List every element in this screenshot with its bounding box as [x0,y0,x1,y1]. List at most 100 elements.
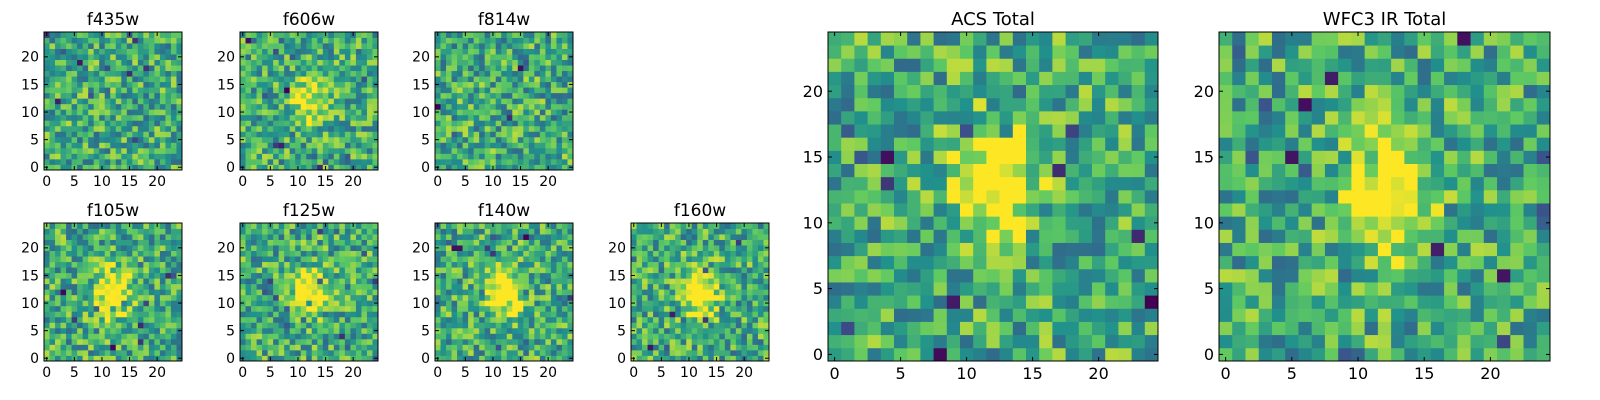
heatmap-cell [550,283,557,290]
heatmap-cell [973,176,987,191]
heatmap-cell [1092,282,1106,296]
heatmap-cell [148,59,155,66]
heatmap-cell [333,228,340,235]
heatmap-cell [49,120,56,127]
heatmap-cell [763,322,770,329]
heatmap-cell [534,322,541,329]
heatmap-cell [1026,189,1040,204]
heatmap-cell [669,256,676,263]
heatmap-cell [49,37,56,44]
heatmap-cell [60,92,67,99]
heatmap-cell [154,43,161,49]
heatmap-cell [82,92,89,99]
heatmap-cell [44,261,50,268]
heatmap-cell [267,65,274,72]
heatmap-cell [256,65,263,72]
heatmap-cell [256,267,263,274]
heatmap-cell [473,305,480,312]
heatmap-cell [724,305,731,312]
heatmap-cell [512,164,519,171]
heatmap-cell [457,65,463,72]
heatmap-cell [170,81,177,88]
heatmap-cell [154,239,161,246]
heatmap-cell [273,43,280,49]
heatmap-cell [534,59,541,66]
heatmap-cell [170,338,177,345]
heatmap-cell [550,131,557,138]
heatmap-cell [534,109,541,116]
heatmap-cell [446,294,452,301]
heatmap-cell [372,153,379,160]
heatmap-cell [77,147,84,154]
heatmap-cell [973,203,987,217]
heatmap-cell [176,322,183,329]
heatmap-cell [154,147,161,154]
heatmap-cell [550,256,557,263]
heatmap-cell [262,267,268,274]
heatmap-cell [137,250,144,257]
heatmap-cell [528,256,535,263]
heatmap-cell [60,322,67,329]
heatmap-cell [154,316,161,323]
heatmap-cell [446,109,452,116]
heatmap-cell [451,76,458,83]
heatmap-cell [702,283,709,290]
heatmap-cell [468,250,475,257]
heatmap-cell [534,311,541,318]
heatmap-cell [344,338,351,345]
heatmap-cell [143,87,150,94]
heatmap-cell [561,349,568,356]
heatmap-cell [528,327,535,334]
heatmap-cell [66,65,72,72]
heatmap-cell [636,355,643,362]
heatmap-cell [88,125,95,132]
heatmap-cell [539,136,546,143]
heatmap-cell [170,103,177,110]
heatmap-cell [317,136,324,143]
heatmap-cell [278,147,285,154]
heatmap-cell [669,245,676,251]
heatmap-cell [686,245,693,251]
heatmap-cell [468,32,475,38]
heatmap-cell [77,37,84,44]
heatmap-cell [986,347,1000,362]
heatmap-cell [702,261,709,268]
heatmap-cell [344,70,351,77]
heatmap-cell [713,267,720,274]
heatmap-cell [528,76,535,83]
heatmap-cell [479,239,486,246]
heatmap-cell [545,153,552,160]
heatmap-cell [462,294,469,301]
heatmap-cell [143,272,150,279]
heatmap-cell [251,158,257,165]
heatmap-cell [708,327,715,334]
heatmap-cell [1026,321,1040,336]
heatmap-cell [361,164,368,171]
heatmap-cell [1065,163,1080,178]
heatmap-cell [245,234,252,240]
heatmap-cell [512,316,519,323]
heatmap-cell [556,228,563,235]
heatmap-cell [473,333,480,340]
heatmap-cell [691,234,698,240]
heatmap-cell [490,272,497,279]
heatmap-cell [126,48,133,55]
heatmap-cell [306,228,313,235]
heatmap-cell [512,256,519,263]
heatmap-cell [176,256,183,263]
heatmap-cell [457,344,463,351]
heatmap-cell [642,294,648,301]
heatmap-cell [675,278,682,285]
heatmap-cell [82,98,89,105]
heatmap-cell [512,147,519,154]
heatmap-cell [867,255,882,270]
heatmap-cell [311,65,318,72]
heatmap-cell [366,81,373,88]
heatmap-cell [328,305,335,312]
heatmap-cell [110,311,117,318]
heatmap-cell [245,278,252,285]
heatmap-cell [545,109,552,116]
heatmap-cell [77,59,84,66]
heatmap-cell [539,250,546,257]
